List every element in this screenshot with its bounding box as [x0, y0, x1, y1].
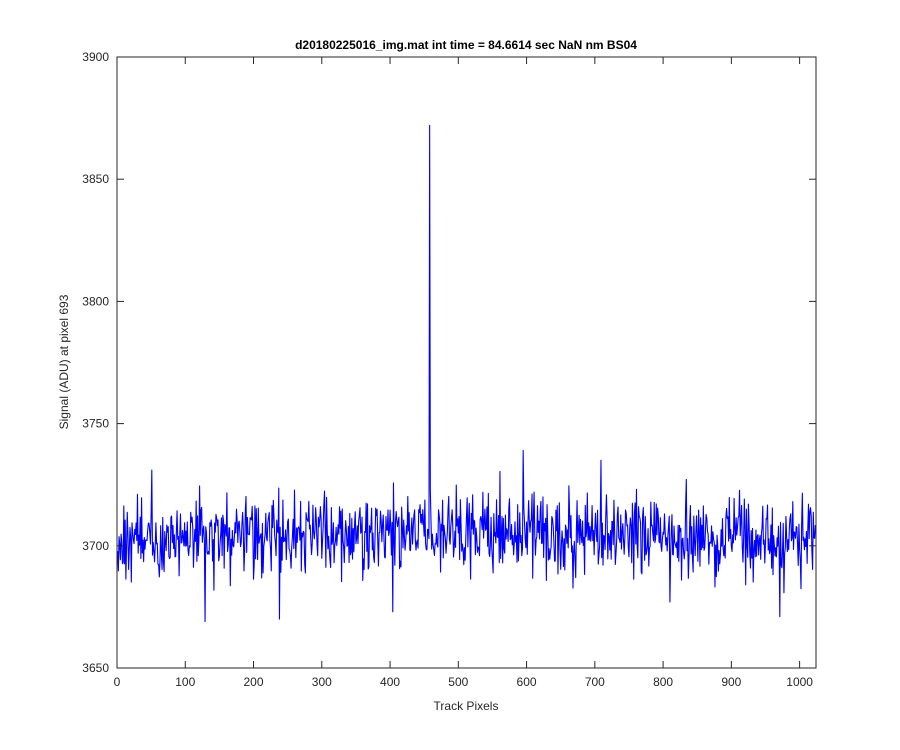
x-tick-label: 100 [175, 675, 195, 689]
chart-title: d20180225016_img.mat int time = 84.6614 … [295, 38, 637, 52]
signal-line [116, 124, 816, 623]
x-tick-label: 300 [312, 675, 332, 689]
y-tick-label: 3850 [82, 172, 109, 186]
y-tick-label: 3800 [82, 294, 109, 308]
x-tick-label: 800 [653, 675, 673, 689]
y-tick-label: 3900 [82, 50, 109, 64]
x-tick-label: 900 [721, 675, 741, 689]
series-layer [116, 124, 816, 623]
x-tick-label: 600 [517, 675, 537, 689]
x-tick-label: 400 [380, 675, 400, 689]
y-tick-label: 3650 [82, 661, 109, 675]
plot-area [117, 57, 816, 668]
x-axis-label: Track Pixels [434, 699, 499, 713]
x-tick-label: 1000 [786, 675, 813, 689]
y-tick-label: 3750 [82, 417, 109, 431]
x-tick-label: 200 [244, 675, 264, 689]
x-tick-label: 0 [114, 675, 121, 689]
x-tick-label: 700 [585, 675, 605, 689]
plot-frame [116, 56, 817, 669]
y-axis-label: Signal (ADU) at pixel 693 [57, 294, 71, 429]
y-tick-label: 3700 [82, 539, 109, 553]
ticks-layer: 0 100 200 300 400 500 600 700 800 900 1000 3650 3700… [82, 50, 816, 689]
x-tick-label: 500 [448, 675, 468, 689]
